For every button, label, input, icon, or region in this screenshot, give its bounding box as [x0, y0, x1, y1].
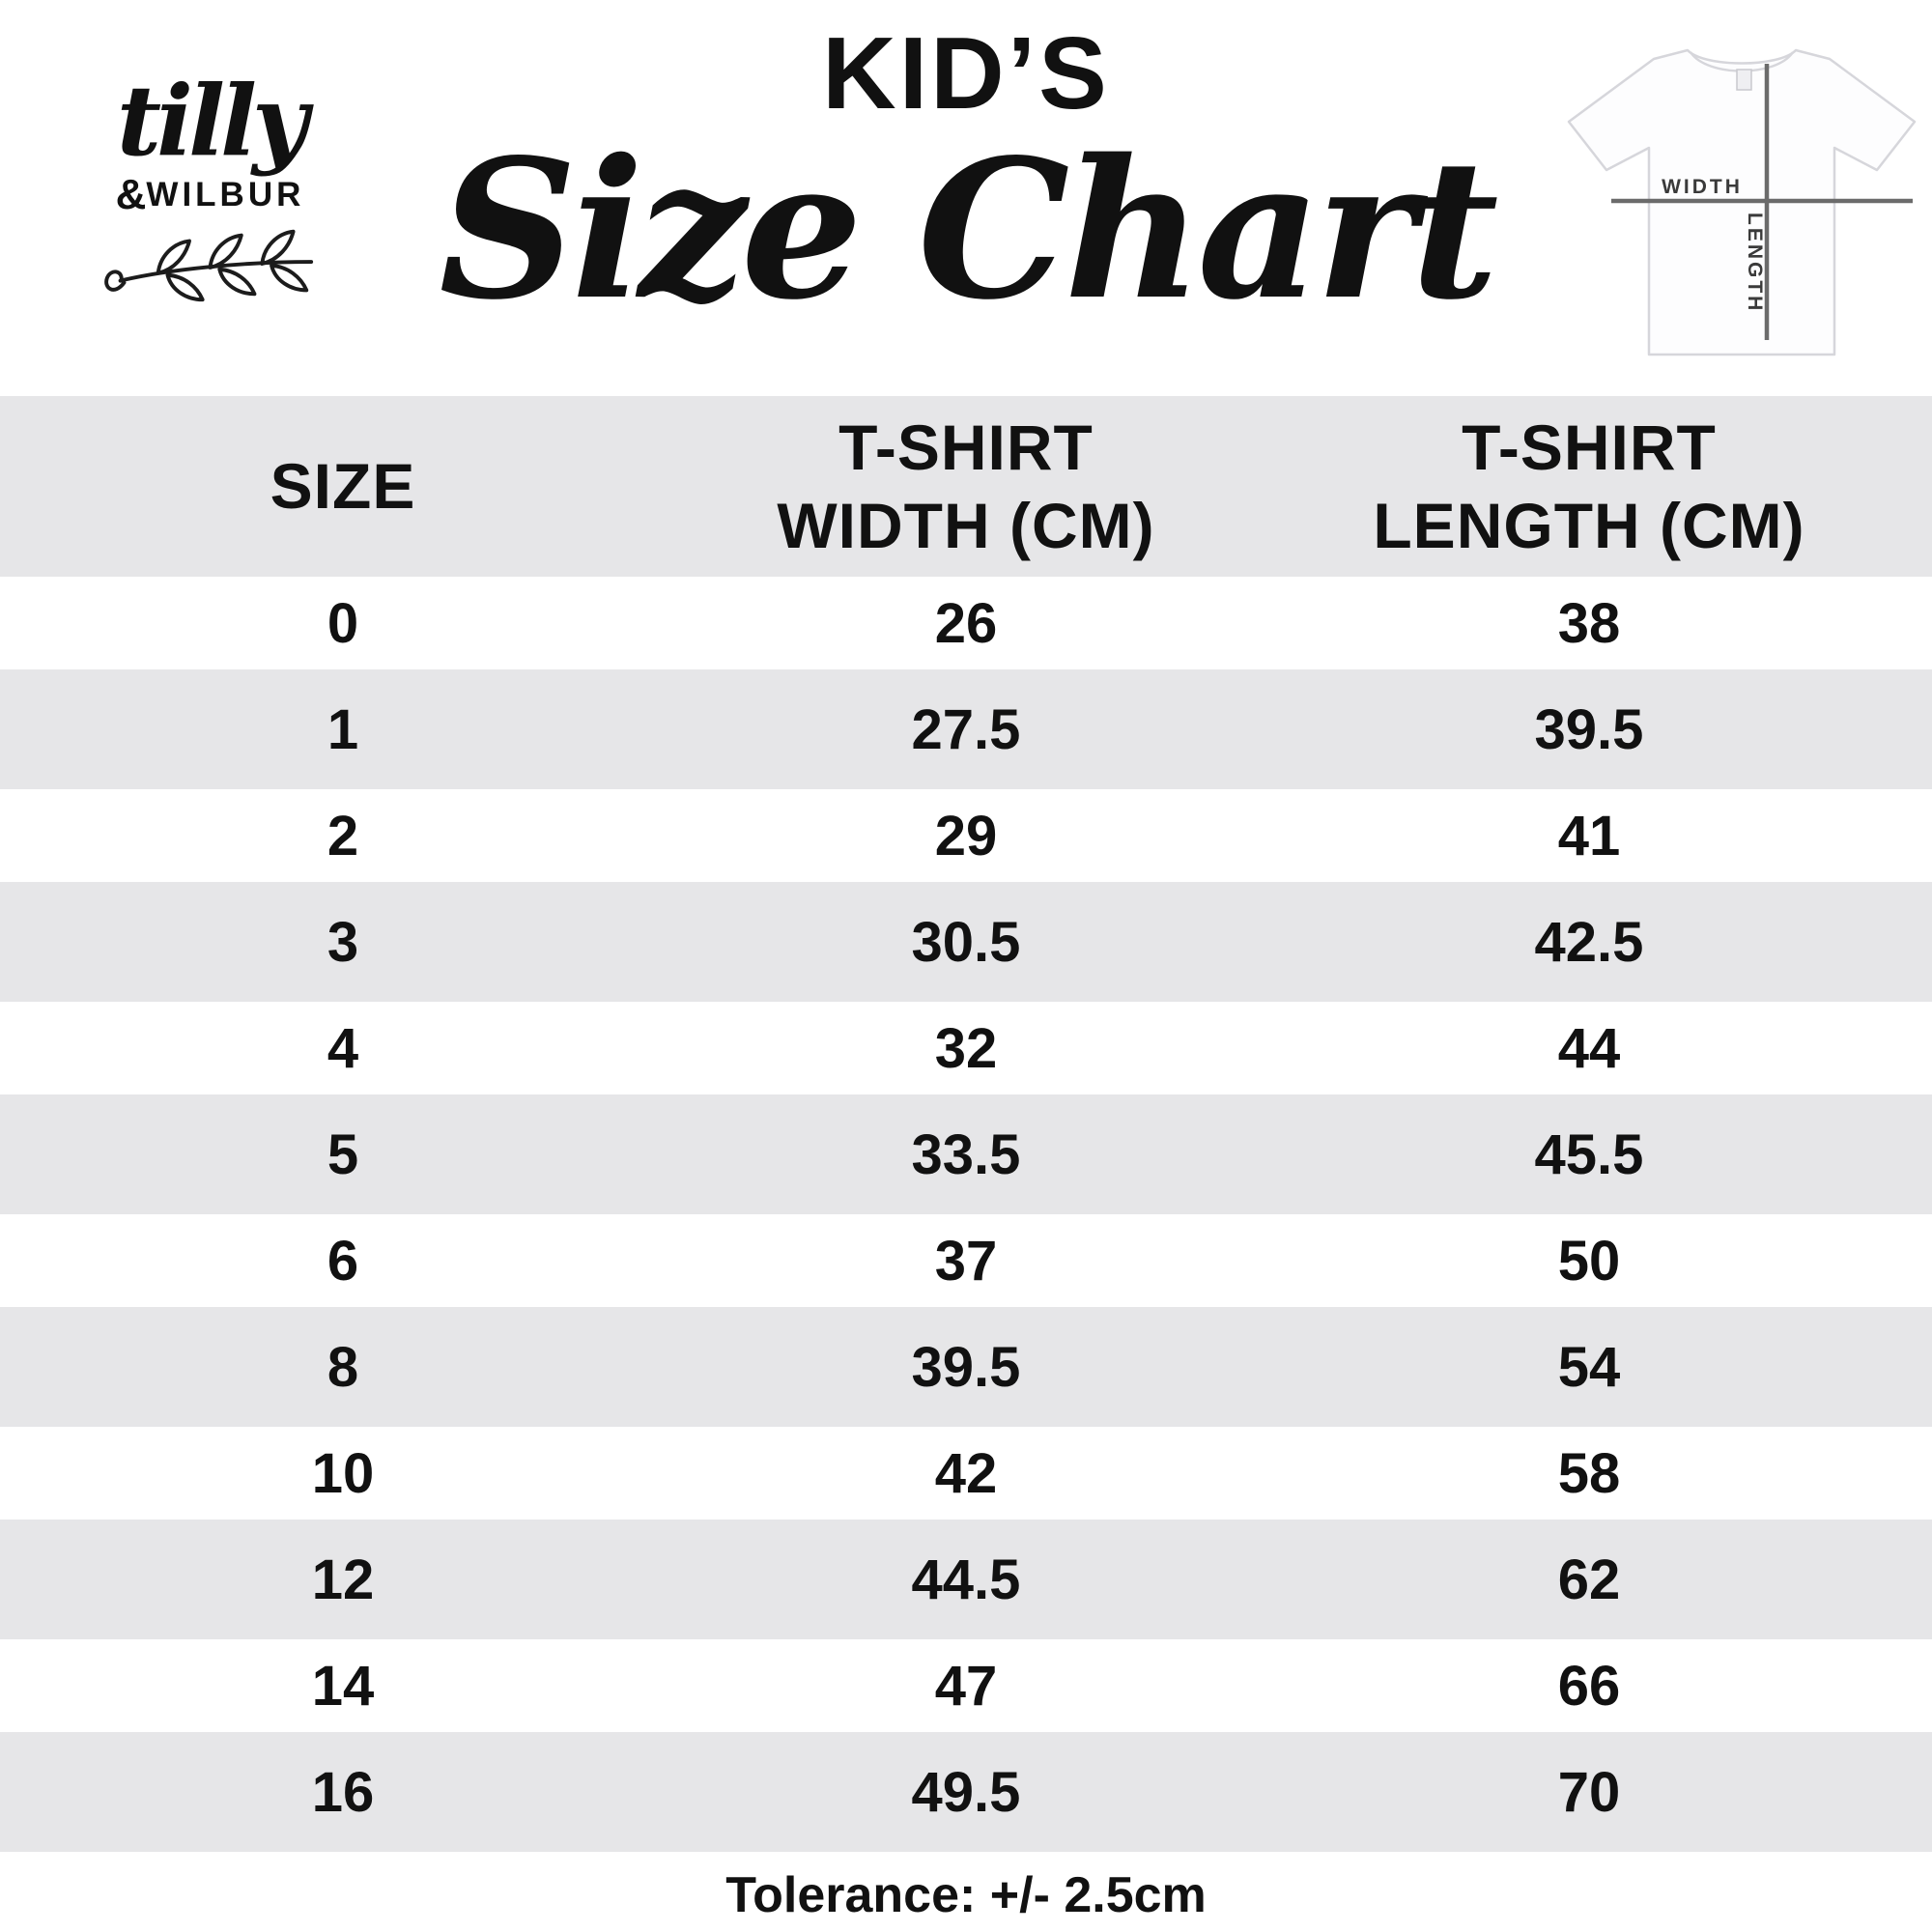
width-cell: 30.5 [911, 910, 1021, 974]
brand-logo: tilly &WILBUR [92, 64, 328, 307]
size-cell: 14 [311, 1654, 375, 1718]
size-cell: 12 [311, 1548, 375, 1611]
size-cell: 0 [327, 591, 359, 655]
page-title: Size Chart [439, 117, 1498, 342]
page-kicker: KID’S [822, 16, 1110, 130]
size-cell: 3 [327, 910, 359, 974]
width-cell: 27.5 [911, 697, 1021, 761]
table-header-row: SIZE T-SHIRT WIDTH (CM) T-SHIRT LENGTH (… [0, 396, 1932, 577]
size-cell: 6 [327, 1229, 359, 1293]
width-measure-label: WIDTH [1662, 176, 1743, 198]
table-row: 6 37 50 [0, 1214, 1932, 1307]
length-cell: 38 [1557, 591, 1621, 655]
length-cell: 44 [1557, 1016, 1621, 1080]
table-row: 16 49.5 70 [0, 1732, 1932, 1852]
col-header-width: T-SHIRT WIDTH (CM) [777, 411, 1155, 561]
table-row: 1 27.5 39.5 [0, 669, 1932, 789]
size-cell: 16 [311, 1760, 375, 1824]
length-cell: 39.5 [1534, 697, 1644, 761]
brand-caps-word: WILBUR [146, 176, 305, 213]
length-cell: 58 [1557, 1441, 1621, 1505]
length-measure-label: LENGTH [1744, 213, 1766, 313]
size-cell: 1 [327, 697, 359, 761]
table-row: 4 32 44 [0, 1002, 1932, 1094]
table-row: 12 44.5 62 [0, 1520, 1932, 1639]
size-cell: 2 [327, 804, 359, 867]
width-cell: 39.5 [911, 1335, 1021, 1399]
tshirt-diagram: WIDTH LENGTH [1557, 33, 1926, 371]
size-cell: 10 [311, 1441, 375, 1505]
table-row: 3 30.5 42.5 [0, 882, 1932, 1002]
size-table: SIZE T-SHIRT WIDTH (CM) T-SHIRT LENGTH (… [0, 396, 1932, 1852]
width-cell: 26 [934, 591, 998, 655]
length-cell: 41 [1557, 804, 1621, 867]
width-cell: 42 [934, 1441, 998, 1505]
size-cell: 8 [327, 1335, 359, 1399]
page-footer: Tolerance: +/- 2.5cm [0, 1852, 1932, 1932]
ampersand-text: & [115, 171, 147, 218]
length-cell: 50 [1557, 1229, 1621, 1293]
width-cell: 33.5 [911, 1122, 1021, 1186]
page-header: tilly &WILBUR KID’S Size Chart [0, 0, 1932, 396]
table-row: 0 26 38 [0, 577, 1932, 669]
table-row: 5 33.5 45.5 [0, 1094, 1932, 1214]
length-cell: 62 [1557, 1548, 1621, 1611]
brand-caps-text: &WILBUR [92, 171, 328, 219]
size-cell: 4 [327, 1016, 359, 1080]
tolerance-note: Tolerance: +/- 2.5cm [725, 1866, 1207, 1923]
table-row: 8 39.5 54 [0, 1307, 1932, 1427]
width-cell: 29 [934, 804, 998, 867]
table-row: 10 42 58 [0, 1427, 1932, 1520]
length-cell: 70 [1557, 1760, 1621, 1824]
table-row: 2 29 41 [0, 789, 1932, 882]
width-cell: 37 [934, 1229, 998, 1293]
title-block: KID’S Size Chart [309, 0, 1623, 326]
length-cell: 66 [1557, 1654, 1621, 1718]
width-cell: 44.5 [911, 1548, 1021, 1611]
laurel-branch-icon [104, 229, 314, 302]
tshirt-icon: WIDTH LENGTH [1567, 48, 1917, 356]
width-cell: 49.5 [911, 1760, 1021, 1824]
table-row: 14 47 66 [0, 1639, 1932, 1732]
length-cell: 54 [1557, 1335, 1621, 1399]
col-header-size: SIZE [270, 450, 416, 523]
width-cell: 32 [934, 1016, 998, 1080]
brand-script-text: tilly [116, 64, 308, 178]
col-header-length: T-SHIRT LENGTH (CM) [1373, 411, 1805, 561]
width-cell: 47 [934, 1654, 998, 1718]
length-cell: 45.5 [1534, 1122, 1644, 1186]
size-cell: 5 [327, 1122, 359, 1186]
length-cell: 42.5 [1534, 910, 1644, 974]
